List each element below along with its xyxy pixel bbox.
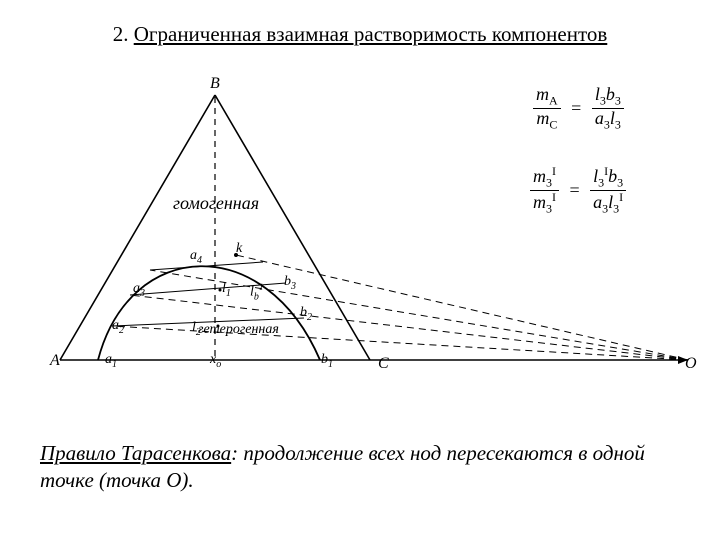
formula-1: mA mC = l3b3 a3l3 bbox=[533, 85, 624, 132]
vertex-a-label: A bbox=[50, 352, 60, 370]
label-l2: l2 bbox=[192, 320, 201, 338]
label-b3: b3 bbox=[284, 274, 296, 292]
label-a4: a4 bbox=[190, 248, 202, 266]
label-lb1: lb1 bbox=[250, 282, 263, 302]
label-xo: xo bbox=[210, 352, 221, 370]
formula-2: m3I m3I = l3Ib3 a3l3I bbox=[530, 165, 626, 216]
vertex-c-label: C bbox=[378, 355, 389, 373]
rule-name: Правило Тарасенкова bbox=[40, 441, 231, 465]
label-a3: a3 bbox=[133, 281, 145, 299]
label-b1: b1 bbox=[321, 352, 333, 370]
vertex-b-label: B bbox=[210, 75, 220, 93]
label-b2: b2 bbox=[300, 305, 312, 323]
rule-text: Правило Тарасенкова: продолжение всех но… bbox=[40, 440, 680, 495]
label-l1: l1 bbox=[222, 281, 231, 299]
label-k: k bbox=[236, 241, 242, 257]
label-a2: a2 bbox=[112, 318, 124, 336]
heterogeneous-label: гетерогенная bbox=[198, 322, 279, 338]
label-a1: a1 bbox=[105, 352, 117, 370]
homogeneous-label: гомогенная bbox=[173, 193, 259, 214]
vertex-o-label: O bbox=[685, 355, 697, 373]
